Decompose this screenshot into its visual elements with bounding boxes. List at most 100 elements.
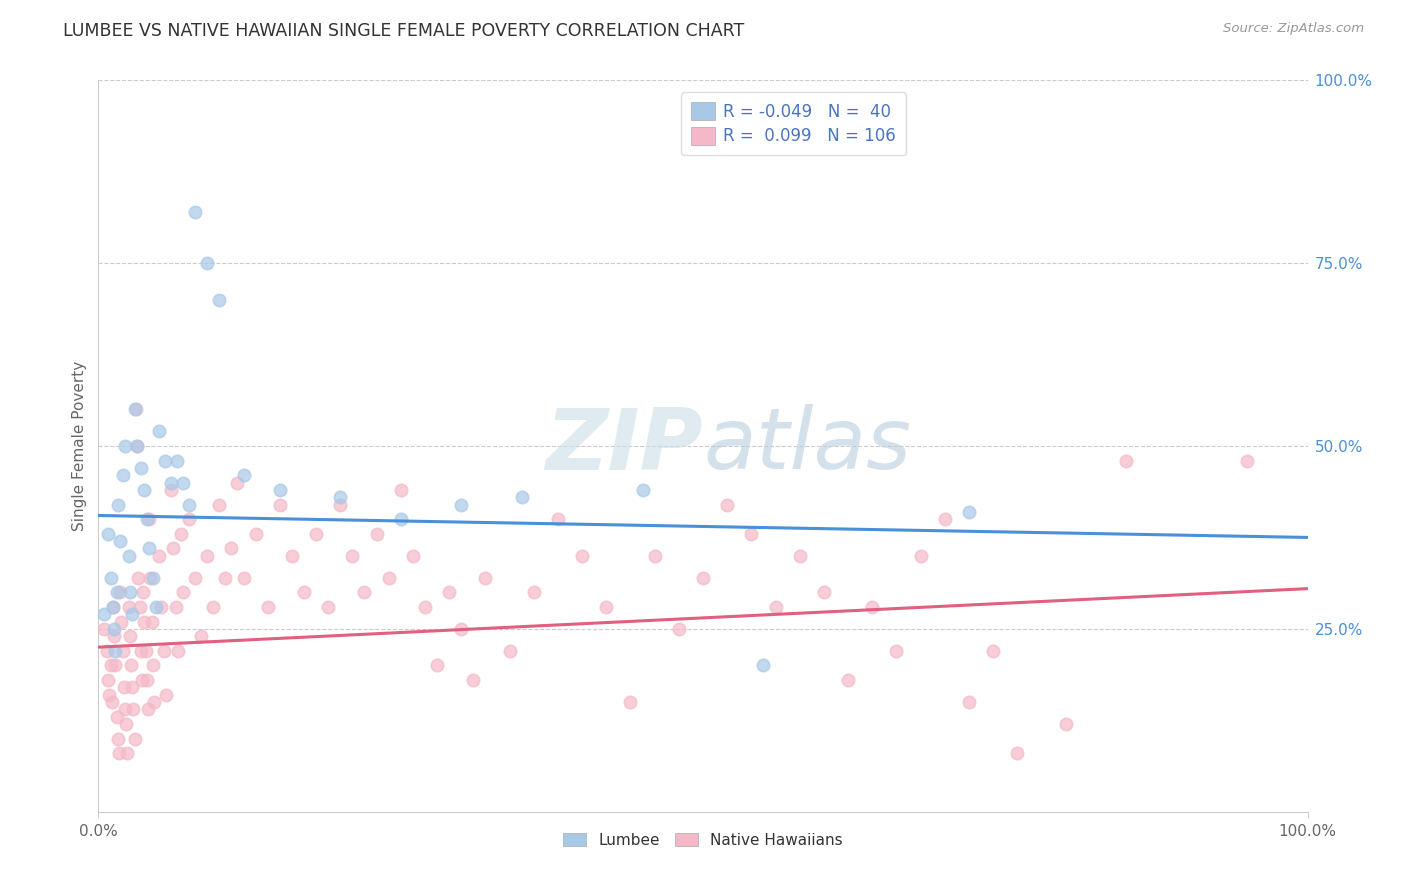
Text: Source: ZipAtlas.com: Source: ZipAtlas.com [1223, 22, 1364, 36]
Point [595, 599, 617, 614]
Point [981, 644, 1004, 658]
Point [510, 490, 533, 504]
Point [124, 402, 146, 417]
Point [1236, 453, 1258, 467]
Point [214, 571, 236, 585]
Point [114, 439, 136, 453]
Point [125, 402, 148, 417]
Point [105, 585, 128, 599]
Point [120, 658, 142, 673]
Point [118, 549, 141, 563]
Point [139, 571, 162, 585]
Point [118, 599, 141, 614]
Point [166, 453, 188, 467]
Point [269, 498, 291, 512]
Point [934, 512, 956, 526]
Point [96, 644, 118, 658]
Point [160, 475, 183, 490]
Point [160, 483, 183, 497]
Point [389, 512, 412, 526]
Point [1115, 453, 1137, 467]
Point [305, 526, 328, 541]
Point [631, 483, 654, 497]
Text: ZIP: ZIP [546, 404, 703, 488]
Point [124, 731, 146, 746]
Point [167, 644, 190, 658]
Point [97, 526, 120, 541]
Point [118, 629, 141, 643]
Point [145, 599, 167, 614]
Point [221, 541, 243, 556]
Point [141, 615, 163, 629]
Point [668, 622, 690, 636]
Point [377, 571, 399, 585]
Point [752, 658, 775, 673]
Point [619, 695, 641, 709]
Point [100, 571, 122, 585]
Point [195, 256, 218, 270]
Point [190, 629, 212, 643]
Point [103, 622, 125, 636]
Point [172, 475, 194, 490]
Point [644, 549, 666, 563]
Y-axis label: Single Female Poverty: Single Female Poverty [72, 361, 87, 531]
Point [134, 483, 156, 497]
Point [463, 673, 485, 687]
Point [148, 549, 170, 563]
Point [111, 468, 134, 483]
Point [142, 571, 165, 585]
Point [179, 498, 201, 512]
Point [195, 549, 218, 563]
Point [172, 585, 194, 599]
Point [108, 746, 131, 760]
Point [342, 549, 364, 563]
Point [127, 571, 149, 585]
Point [128, 599, 150, 614]
Point [101, 599, 124, 614]
Point [474, 571, 496, 585]
Point [134, 615, 156, 629]
Point [136, 702, 159, 716]
Point [135, 512, 157, 526]
Point [98, 688, 121, 702]
Point [813, 585, 835, 599]
Point [97, 673, 120, 687]
Point [860, 599, 883, 614]
Point [450, 622, 472, 636]
Point [426, 658, 449, 673]
Point [353, 585, 375, 599]
Point [716, 498, 738, 512]
Point [740, 526, 762, 541]
Point [498, 644, 520, 658]
Point [232, 468, 254, 483]
Point [179, 512, 201, 526]
Point [366, 526, 388, 541]
Point [245, 526, 267, 541]
Point [135, 673, 157, 687]
Point [101, 599, 124, 614]
Point [93, 607, 115, 622]
Point [127, 439, 149, 453]
Point [316, 599, 339, 614]
Point [131, 673, 153, 687]
Point [789, 549, 811, 563]
Point [132, 585, 155, 599]
Point [208, 293, 231, 307]
Point [413, 599, 436, 614]
Point [118, 585, 141, 599]
Point [104, 658, 127, 673]
Point [547, 512, 569, 526]
Text: atlas: atlas [703, 404, 911, 488]
Point [402, 549, 425, 563]
Point [122, 702, 145, 716]
Point [121, 681, 143, 695]
Point [142, 658, 165, 673]
Point [184, 205, 207, 219]
Legend: Lumbee, Native Hawaiians: Lumbee, Native Hawaiians [555, 825, 851, 855]
Point [153, 453, 176, 467]
Point [114, 702, 136, 716]
Point [148, 425, 170, 439]
Point [437, 585, 460, 599]
Point [107, 498, 129, 512]
Point [232, 571, 254, 585]
